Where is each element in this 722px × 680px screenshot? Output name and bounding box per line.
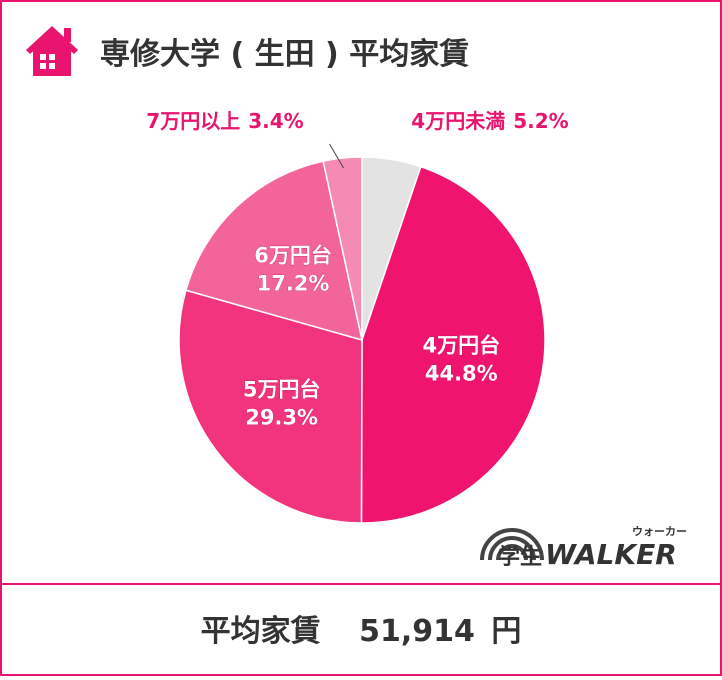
category-label: 4万円台 bbox=[422, 334, 500, 358]
category-label: 4万円未満 bbox=[411, 109, 505, 133]
pie-slice bbox=[360, 165, 546, 524]
logo-brand: WALKER bbox=[545, 538, 677, 571]
pie-slice bbox=[184, 160, 363, 342]
footer-amount: 51,914 bbox=[359, 614, 475, 649]
value-label: 3.4% bbox=[248, 109, 303, 133]
category-label: 7万円以上 bbox=[146, 109, 240, 133]
logo: 学生 WALKER ウォーカー bbox=[480, 525, 687, 571]
outside-label: 4万円未満 5.2% bbox=[411, 109, 568, 133]
leader-line bbox=[329, 143, 344, 169]
value-label: 5.2% bbox=[513, 109, 568, 133]
footer-label: 平均家賃 bbox=[201, 614, 321, 649]
house-icon bbox=[26, 26, 78, 76]
value-label: 29.3% bbox=[245, 406, 318, 430]
value-label: 17.2% bbox=[257, 272, 330, 296]
pie-slice bbox=[322, 156, 363, 341]
footer-unit: 円 bbox=[491, 614, 521, 649]
category-label: 6万円台 bbox=[254, 244, 332, 268]
pie: 4万円未満 5.2% 4万円台 44.8% 5万円台 29.3% 6万円台 17.2% 7万円以… bbox=[146, 109, 569, 524]
outside-label: 7万円以上 3.4% bbox=[146, 109, 303, 133]
value-label: 44.8% bbox=[425, 362, 498, 386]
footer: 平均家賃 51,914 円 bbox=[201, 614, 522, 649]
category-label: 5万円台 bbox=[243, 378, 321, 402]
logo-text: 学生 bbox=[498, 544, 542, 570]
slice-label: 6万円台 17.2% bbox=[254, 244, 332, 296]
slice-label: 4万円台 44.8% bbox=[422, 334, 500, 386]
slice-label: 5万円台 29.3% bbox=[243, 378, 321, 430]
pie-slice bbox=[178, 289, 363, 524]
chart-title: 専修大学 ( 生田 ) 平均家賃 bbox=[100, 37, 469, 72]
logo-ruby: ウォーカー bbox=[632, 525, 687, 538]
